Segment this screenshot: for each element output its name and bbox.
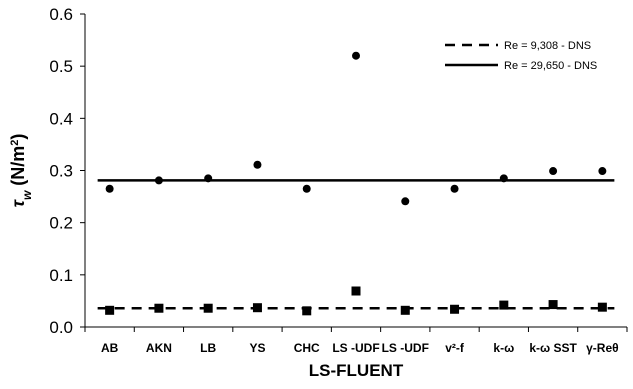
point-re9308: [400, 305, 410, 315]
ylabel-unit-sup: 2: [9, 140, 21, 146]
legend-entry: Re = 9,308 - DNS: [504, 40, 591, 52]
point-re29650: [598, 167, 607, 176]
data-marks: [105, 51, 607, 316]
point-re9308: [154, 303, 164, 313]
x-tick-label: γ-Reθ: [586, 341, 619, 355]
y-tick-label: 0.0: [49, 318, 73, 337]
y-axis-label: τw (N/m2): [8, 134, 34, 208]
x-tick-label: k-ω SST: [529, 341, 577, 355]
point-re29650: [253, 160, 262, 169]
y-ticks: 0.0 0.1 0.2 0.3 0.4 0.5 0.6: [49, 5, 85, 337]
x-tick-label: AKN: [146, 341, 172, 355]
point-re29650: [450, 184, 459, 193]
point-re29650: [401, 197, 410, 206]
x-tick-label: k-ω: [493, 341, 514, 355]
x-tick-label: CHC: [294, 341, 320, 355]
y-tick-label: 0.3: [49, 162, 73, 181]
x-tick-label: v²-f: [445, 341, 465, 355]
point-re29650: [302, 184, 311, 193]
ylabel-symbol: τ: [8, 198, 28, 207]
x-axis-label: LS-FLUENT: [309, 361, 404, 380]
point-re29650: [154, 176, 163, 185]
x-category-labels: AB AKN LB YS CHC LS -UDF LS -UDF v²-f k-ω k-ω SST…: [84, 327, 628, 355]
point-re9308: [499, 300, 509, 310]
point-re29650: [549, 167, 558, 176]
y-tick-label: 0.5: [49, 57, 73, 76]
point-re9308: [105, 305, 115, 315]
x-tick-label: AB: [101, 341, 119, 355]
point-re9308: [302, 306, 312, 316]
x-tick-label: LB: [200, 341, 216, 355]
point-re9308: [252, 303, 262, 313]
x-tick-label: LS -UDF: [332, 341, 379, 355]
y-tick-label: 0.2: [49, 214, 73, 233]
ylabel-subscript: w: [20, 190, 34, 200]
ylabel-unit-close: ): [8, 134, 28, 140]
y-tick-label: 0.4: [49, 109, 73, 128]
x-tick-label: YS: [249, 341, 265, 355]
point-re29650: [204, 174, 213, 183]
point-re9308: [203, 303, 213, 313]
x-tick-label: LS -UDF: [382, 341, 429, 355]
legend-entry: Re = 29,650 - DNS: [504, 60, 597, 72]
point-re29650: [105, 184, 114, 193]
reference-lines: [97, 179, 615, 310]
y-tick-label: 0.1: [49, 266, 73, 285]
point-re29650: [499, 174, 508, 183]
point-re9308: [548, 300, 558, 310]
point-re9308: [351, 286, 361, 296]
legend: Re = 9,308 - DNS Re = 29,650 - DNS: [445, 40, 597, 72]
ylabel-unit: (N/m: [8, 146, 28, 191]
point-re9308: [450, 304, 460, 314]
point-re29650: [352, 51, 360, 60]
point-re9308: [597, 302, 607, 312]
y-tick-label: 0.6: [49, 5, 73, 24]
